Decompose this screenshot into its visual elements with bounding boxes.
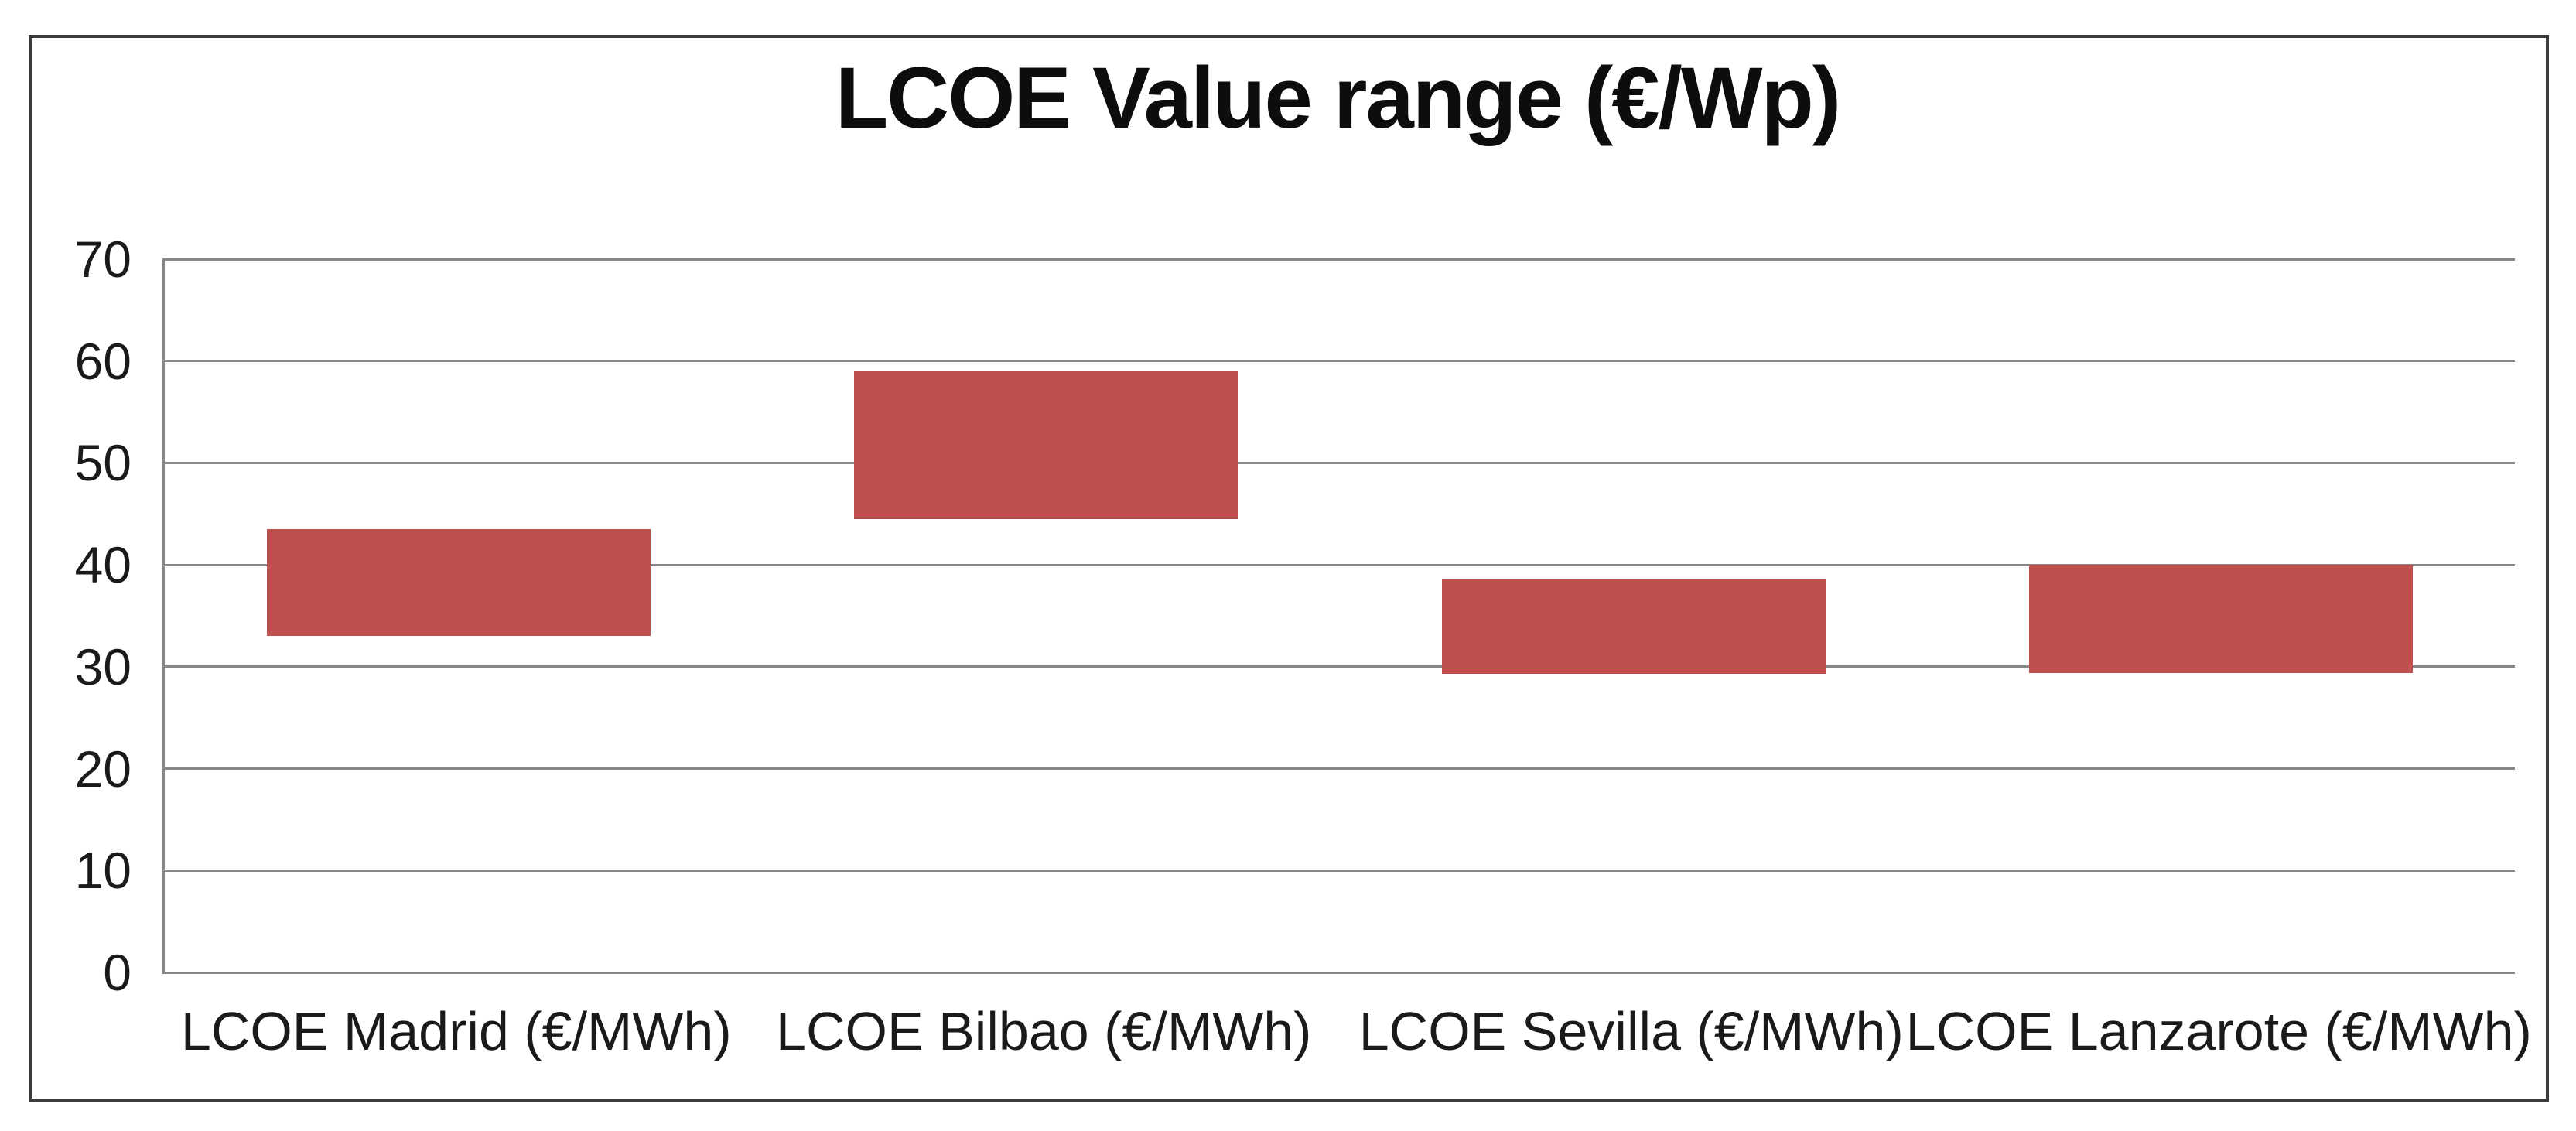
- gridline-y-10: [162, 869, 2515, 872]
- y-tick-label-0: 0: [103, 944, 132, 1001]
- y-tick-label-70: 70: [74, 231, 132, 288]
- chart-title: LCOE Value range (€/Wp): [835, 50, 1841, 146]
- x-tick-label-1: LCOE Madrid (€/MWh): [180, 1001, 732, 1061]
- x-axis-category-labels: LCOE Madrid (€/MWh) LCOE Bilbao (€/MWh) LC…: [162, 1000, 2532, 1078]
- gridline-y-0: [162, 971, 2515, 974]
- y-tick-label-40: 40: [74, 536, 132, 594]
- gridline-y-50: [162, 461, 2515, 464]
- gridline-y-70: [162, 258, 2515, 261]
- x-tick-label-3: LCOE Sevilla (€/MWh): [1358, 1001, 1904, 1061]
- x-tick-label-2: LCOE Bilbao (€/MWh): [776, 1001, 1312, 1061]
- y-tick-label-20: 20: [74, 740, 132, 798]
- plot-area: [162, 258, 2515, 974]
- y-tick-label-10: 10: [74, 842, 132, 900]
- range-bar-1: [266, 529, 651, 637]
- range-bar-3: [1441, 579, 1826, 675]
- gridline-y-40: [162, 563, 2515, 566]
- y-tick-label-30: 30: [74, 637, 132, 695]
- gridline-y-30: [162, 665, 2515, 668]
- gridline-y-60: [162, 360, 2515, 363]
- range-bar-4: [2029, 565, 2414, 673]
- x-tick-label-4: LCOE Lanzarote (€/MWh): [1905, 1001, 2532, 1061]
- y-tick-label-50: 50: [74, 434, 132, 492]
- gridline-y-20: [162, 767, 2515, 771]
- y-tick-label-60: 60: [74, 332, 132, 390]
- range-bar-2: [854, 371, 1238, 519]
